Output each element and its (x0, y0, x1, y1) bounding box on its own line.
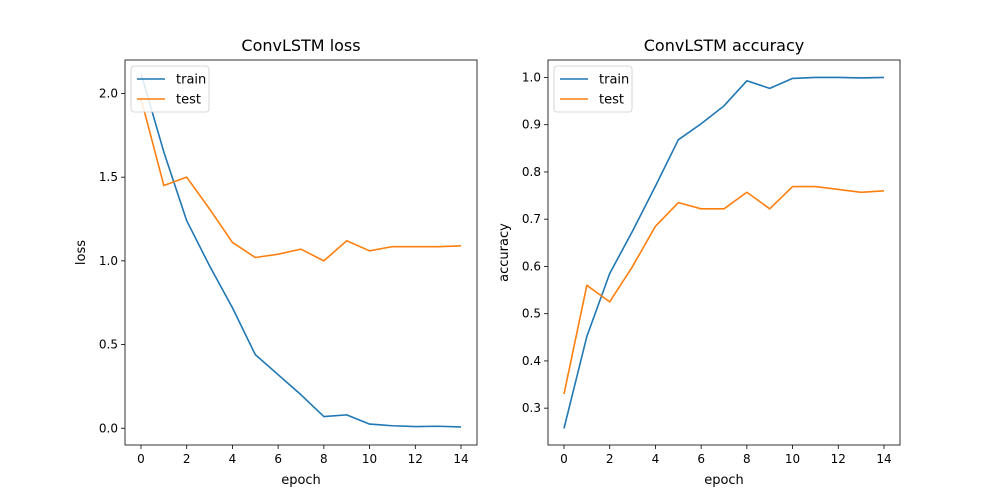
x-tick-label: 12 (408, 452, 423, 466)
x-tick-label: 12 (831, 452, 846, 466)
x-tick-label: 6 (274, 452, 282, 466)
series-line-test (140, 98, 462, 262)
x-tick-label: 14 (876, 452, 891, 466)
y-tick-label: 0.8 (522, 165, 541, 179)
y-tick-label: 0.0 (99, 421, 118, 435)
y-tick-label: 1.0 (99, 254, 118, 268)
x-tick-label: 2 (606, 452, 614, 466)
plot-frame (547, 59, 901, 446)
x-tick-label: 2 (183, 452, 191, 466)
legend: train test (553, 65, 633, 113)
chart-0: ConvLSTM loss 0 2 4 6 8 10 12 14 0.0 0.5 1.0 1.5 2.0 e… (74, 36, 478, 488)
x-tick-label: 8 (320, 452, 328, 466)
x-tick-label: 4 (229, 452, 237, 466)
chart-1: ConvLSTM accuracy 0 2 4 6 8 10 12 14 0.3 0.4 0.5 0.6… (497, 36, 901, 488)
y-tick-label: 1.0 (522, 70, 541, 84)
y-tick-label: 0.6 (522, 259, 541, 273)
x-tick-label: 0 (560, 452, 568, 466)
chart-title: ConvLSTM loss (241, 36, 360, 55)
y-tick-label: 0.7 (522, 212, 541, 226)
x-tick-label: 10 (785, 452, 800, 466)
x-tick-label: 0 (137, 452, 145, 466)
legend: train test (130, 65, 210, 113)
legend-label-test: test (599, 93, 624, 108)
y-tick-label: 2.0 (99, 86, 118, 100)
x-tick-label: 8 (743, 452, 751, 466)
plot-frame (124, 59, 478, 446)
x-axis-label: epoch (704, 473, 744, 488)
x-tick-label: 6 (697, 452, 705, 466)
y-axis-label: accuracy (497, 223, 512, 282)
legend-label-train: train (176, 73, 206, 88)
y-tick-label: 1.5 (99, 170, 118, 184)
series-line-train (563, 76, 885, 429)
x-tick-label: 10 (362, 452, 377, 466)
legend-label-train: train (599, 73, 629, 88)
y-tick-label: 0.5 (522, 307, 541, 321)
legend-box (553, 65, 633, 113)
chart-title: ConvLSTM accuracy (644, 36, 805, 55)
series-line-test (563, 185, 885, 395)
y-axis-label: loss (74, 240, 89, 265)
x-tick-label: 14 (453, 452, 468, 466)
y-tick-label: 0.9 (522, 118, 541, 132)
series-line-train (140, 73, 462, 428)
legend-label-test: test (176, 93, 201, 108)
legend-box (130, 65, 210, 113)
x-tick-label: 4 (652, 452, 660, 466)
y-tick-label: 0.5 (99, 338, 118, 352)
y-tick-label: 0.3 (522, 401, 541, 415)
y-tick-label: 0.4 (522, 354, 541, 368)
x-axis-label: epoch (281, 473, 321, 488)
